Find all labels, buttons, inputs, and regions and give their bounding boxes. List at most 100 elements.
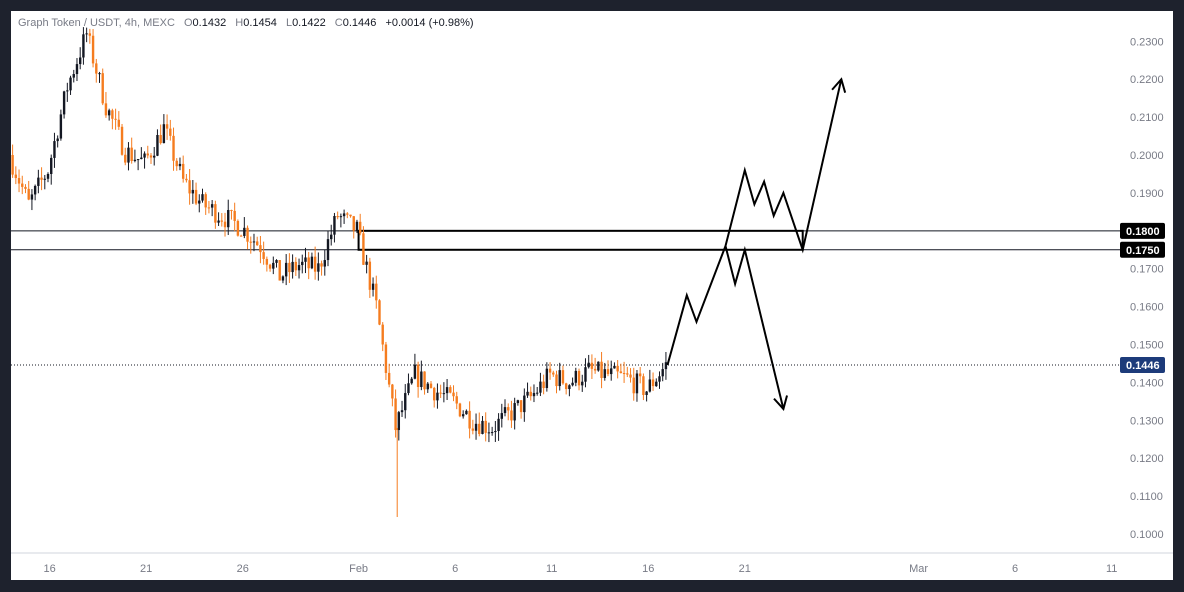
candle-body — [449, 387, 452, 393]
candle-body — [291, 261, 294, 273]
candle-body — [288, 262, 291, 273]
candle-body — [577, 370, 581, 386]
candle-body — [188, 180, 191, 194]
candle-body — [233, 210, 236, 221]
candle-body — [236, 220, 240, 236]
candle-body — [127, 147, 130, 163]
candle-body — [336, 216, 339, 218]
y-tick-label: 0.1500 — [1130, 340, 1164, 352]
candle-body — [43, 178, 46, 180]
bullish-arrow-head — [831, 77, 847, 93]
candle-body — [191, 189, 195, 194]
candle-body — [410, 378, 413, 384]
candle-body — [33, 185, 37, 195]
x-tick-label: 21 — [140, 563, 152, 575]
candle-body — [465, 410, 468, 415]
candle-body — [120, 126, 124, 155]
candle-body — [101, 73, 104, 104]
candle-body — [516, 400, 520, 404]
candle-body — [313, 256, 317, 272]
candle-body — [619, 371, 623, 374]
candle-body — [272, 262, 275, 269]
candle-body — [552, 372, 555, 375]
candle-body — [27, 188, 30, 200]
candle-body — [230, 210, 233, 212]
candle-body — [384, 344, 388, 373]
candle-body — [642, 376, 645, 395]
candle-body — [185, 178, 188, 181]
candle-body — [487, 432, 491, 434]
bearish-projection-path[interactable] — [724, 245, 785, 410]
candle-body — [117, 119, 121, 127]
candle-body — [243, 227, 246, 236]
bullish-projection-path[interactable] — [666, 78, 843, 366]
candle-body — [510, 410, 513, 421]
candle-body — [474, 423, 478, 431]
x-tick-label: 16 — [642, 563, 654, 575]
candle-body — [21, 183, 24, 187]
high-label: H — [235, 17, 244, 29]
candle-body — [156, 134, 159, 156]
candle-body — [143, 153, 146, 158]
candle-body — [153, 155, 156, 158]
candle-body — [439, 392, 442, 394]
candle-body — [497, 418, 500, 432]
candle-body — [494, 431, 497, 433]
candle-body — [394, 398, 397, 431]
candle-body — [104, 103, 108, 116]
candle-body — [378, 300, 381, 325]
candle-body — [632, 377, 635, 394]
candle-body — [323, 260, 326, 267]
candle-body — [172, 135, 175, 161]
candle-body — [442, 393, 446, 395]
candle-body — [91, 35, 95, 64]
candle-body — [513, 403, 516, 421]
candle-body — [207, 207, 211, 209]
candle-body — [407, 383, 410, 394]
resistance-zone-box[interactable] — [357, 229, 804, 251]
candle-body — [555, 374, 558, 387]
candle-body — [223, 221, 227, 228]
candle-body — [320, 263, 323, 267]
x-tick-label: 6 — [1012, 563, 1018, 575]
candle-body — [523, 395, 526, 413]
candle-body — [85, 33, 88, 35]
candle-body — [561, 370, 565, 384]
candle-body — [358, 221, 362, 234]
high-value: 0.1454 — [243, 17, 277, 29]
candle-body — [490, 432, 494, 434]
candle-body — [294, 261, 298, 271]
candle-body — [284, 262, 288, 277]
candle-body — [330, 234, 333, 240]
candle-body — [507, 407, 510, 411]
candle-body — [165, 124, 169, 129]
candle-body — [214, 204, 217, 223]
x-tick-label: Mar — [909, 563, 928, 575]
candle-body — [278, 260, 281, 281]
candle-body — [62, 91, 66, 115]
y-tick-label: 0.1000 — [1130, 529, 1164, 541]
candle-body — [429, 383, 433, 388]
candle-body — [648, 379, 652, 392]
candle-body — [194, 189, 198, 204]
candle-body — [14, 174, 18, 179]
candle-body — [11, 155, 14, 175]
candle-body — [98, 73, 101, 75]
candle-body — [346, 213, 349, 215]
candle-body — [333, 216, 336, 235]
candle-body — [613, 365, 616, 369]
candle-body — [149, 155, 153, 158]
candle-body — [629, 374, 632, 378]
candle-body — [262, 252, 265, 259]
chart-frame[interactable]: Graph Token / USDT, 4h, MEXC O0.1432 H0.… — [11, 11, 1173, 580]
candle-body — [114, 118, 117, 120]
candle-body — [46, 174, 50, 179]
change-value: +0.0014 (+0.98%) — [385, 17, 474, 29]
candle-body — [265, 258, 269, 265]
candle-body — [606, 369, 610, 375]
close-value: 0.1446 — [342, 17, 377, 29]
candle-body — [239, 235, 243, 237]
candle-body — [587, 362, 590, 368]
candle-body — [445, 387, 449, 394]
